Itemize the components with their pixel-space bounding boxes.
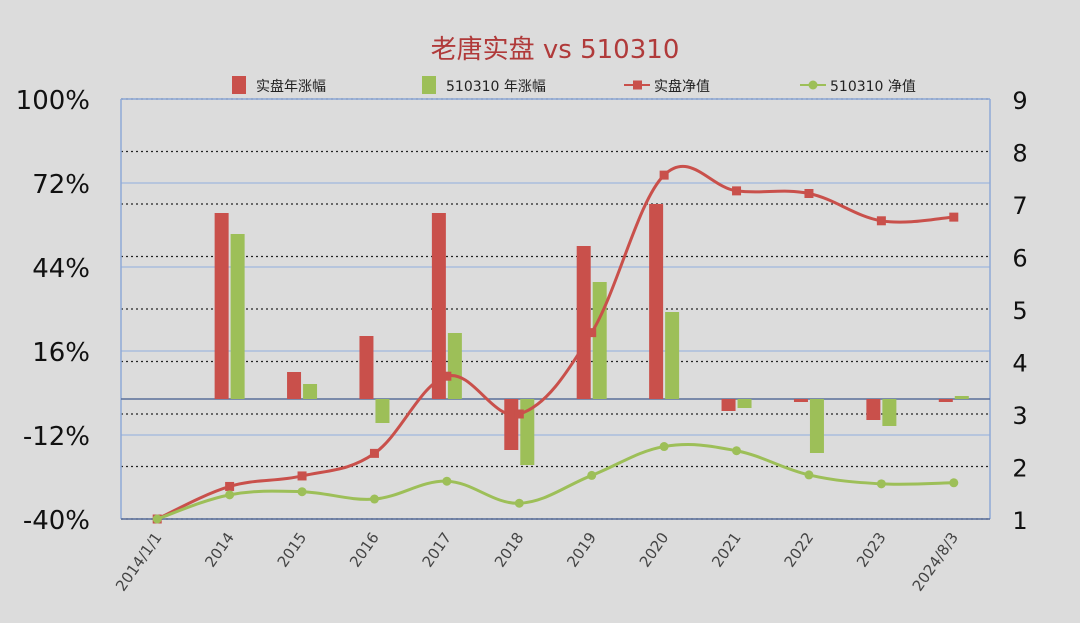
marker-shipan-nav xyxy=(876,216,886,226)
bar-hs300 xyxy=(592,282,607,399)
marker-hs300-nav xyxy=(732,446,742,456)
x-tick-label: 2021 xyxy=(708,529,745,571)
marker-shipan-nav xyxy=(442,371,452,381)
legend-label: 实盘净值 xyxy=(654,78,710,95)
marker-hs300-nav xyxy=(225,490,235,500)
marker-hs300-nav xyxy=(297,487,307,497)
marker-hs300-nav xyxy=(152,514,162,524)
bar-shipan xyxy=(649,204,664,399)
x-tick-label: 2014 xyxy=(201,529,238,571)
bar-shipan xyxy=(866,399,881,420)
y-left-tick-label: 44% xyxy=(32,254,90,284)
marker-shipan-nav xyxy=(514,409,524,419)
legend-marker xyxy=(808,80,818,90)
legend-swatch xyxy=(232,76,246,94)
y-right-tick-label: 9 xyxy=(1012,87,1027,115)
y-right-tick-label: 7 xyxy=(1012,192,1027,220)
x-tick-label: 2016 xyxy=(346,529,383,571)
bar-hs300 xyxy=(809,399,824,453)
legend-marker xyxy=(633,80,642,90)
bar-shipan xyxy=(938,399,953,402)
marker-hs300-nav xyxy=(514,498,524,508)
y-right-tick-label: 5 xyxy=(1012,297,1027,325)
y-right-tick-label: 2 xyxy=(1012,455,1027,483)
line-hs300-nav xyxy=(156,443,954,521)
bar-hs300 xyxy=(882,399,897,426)
marker-hs300-nav xyxy=(876,479,886,489)
marker-hs300-nav xyxy=(442,476,452,486)
x-tick-label: 2017 xyxy=(419,529,456,571)
marker-shipan-nav xyxy=(732,186,742,196)
marker-hs300-nav xyxy=(804,470,814,480)
marker-shipan-nav xyxy=(804,189,814,198)
marker-shipan-nav xyxy=(587,328,597,338)
y-right-tick-label: 3 xyxy=(1012,402,1027,430)
y-left-tick-label: 16% xyxy=(32,338,90,368)
bar-hs300 xyxy=(230,234,245,399)
marker-hs300-nav xyxy=(587,470,597,480)
y-right-tick-label: 6 xyxy=(1012,245,1027,273)
marker-shipan-nav xyxy=(225,481,235,491)
bar-hs300 xyxy=(303,384,318,399)
bar-shipan xyxy=(576,246,591,399)
plot-background xyxy=(121,99,990,519)
x-tick-label: 2023 xyxy=(853,529,890,571)
x-tick-label: 2020 xyxy=(636,529,673,571)
marker-shipan-nav xyxy=(297,471,307,481)
bar-shipan xyxy=(359,336,374,399)
x-tick-label: 2019 xyxy=(563,529,600,571)
legend: 实盘年涨幅 510310 年涨幅 实盘净值 510310 净值 xyxy=(232,76,916,95)
x-tick-label: 2015 xyxy=(274,529,311,571)
marker-hs300-nav xyxy=(659,442,669,452)
bar-shipan xyxy=(793,399,808,402)
x-tick-label: 2024/8/3 xyxy=(909,529,962,595)
marker-shipan-nav xyxy=(949,212,959,222)
legend-label: 实盘年涨幅 xyxy=(256,78,326,95)
marker-shipan-nav xyxy=(659,170,669,180)
legend-label: 510310 年涨幅 xyxy=(446,79,546,95)
y-left-tick-label: -12% xyxy=(23,422,90,452)
bar-hs300 xyxy=(375,399,390,423)
marker-hs300-nav xyxy=(949,478,959,488)
x-tick-label: 2014/1/1 xyxy=(112,529,165,595)
bar-hs300 xyxy=(737,399,752,408)
y-left-tick-label: -40% xyxy=(23,506,90,536)
marker-hs300-nav xyxy=(369,494,379,504)
bar-shipan xyxy=(214,213,229,399)
bar-shipan xyxy=(431,213,446,399)
legend-label: 510310 净值 xyxy=(830,79,916,95)
x-tick-label: 2018 xyxy=(491,529,528,571)
bar-shipan xyxy=(287,372,302,399)
y-left-tick-label: 100% xyxy=(16,86,90,116)
bar-shipan xyxy=(504,399,519,450)
legend-swatch xyxy=(422,76,436,94)
y-left-tick-label: 72% xyxy=(32,170,90,200)
plot-area: 100% 72% 44% 16% -12% -40% 9 8 7 6 5 4 3 2 1 2014/1/1 20… xyxy=(16,86,1028,594)
bar-hs300 xyxy=(447,333,462,399)
y-right-tick-label: 1 xyxy=(1012,507,1027,535)
y-right-tick-label: 4 xyxy=(1012,350,1027,378)
y-right-tick-label: 8 xyxy=(1012,140,1027,168)
marker-shipan-nav xyxy=(369,448,379,458)
bar-hs300 xyxy=(954,396,969,399)
x-tick-label: 2022 xyxy=(781,529,818,571)
bar-shipan xyxy=(721,399,736,411)
chart-title: 老唐实盘 vs 510310 xyxy=(431,35,680,65)
bar-hs300 xyxy=(665,312,680,399)
